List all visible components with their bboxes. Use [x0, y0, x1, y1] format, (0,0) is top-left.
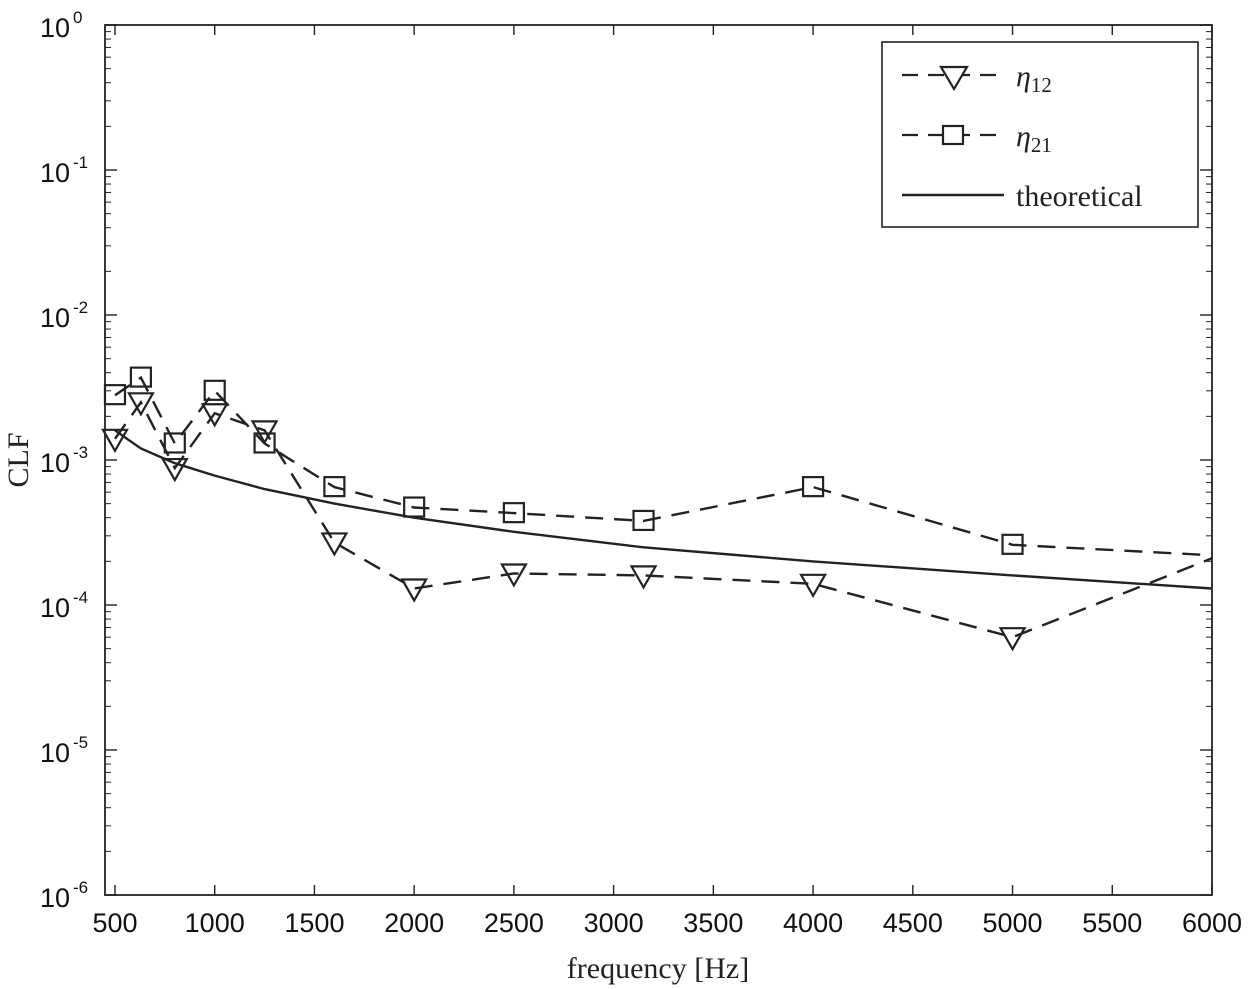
- marker-square-eta21: [129, 366, 153, 388]
- legend-item-theoretical: theoretical: [902, 180, 1143, 213]
- marker-square-eta21: [103, 384, 127, 406]
- marker-triangle-eta12: [499, 563, 528, 588]
- marker-square-eta21: [253, 432, 276, 454]
- y-tick-exponent: -2: [73, 298, 88, 317]
- marker-square-eta21: [323, 476, 346, 498]
- marker-square-eta21: [203, 379, 226, 401]
- y-tick-exponent: -5: [73, 733, 88, 752]
- x-tick-label: 6000: [1182, 908, 1242, 938]
- y-tick-exponent: -3: [73, 443, 88, 462]
- legend-label-theoretical: theoretical: [1016, 180, 1143, 213]
- x-tick-label: 5000: [983, 908, 1043, 938]
- y-axis-title: CLF: [2, 432, 35, 487]
- x-tick-label: 3500: [683, 908, 743, 938]
- y-tick-label: 10: [40, 738, 70, 768]
- marker-triangle-eta12: [799, 573, 827, 599]
- x-tick-label: 5500: [1082, 908, 1142, 938]
- marker-triangle-eta12: [250, 420, 279, 445]
- marker-square-eta21: [632, 509, 655, 532]
- legend: η12 η21 theoretical: [881, 41, 1199, 228]
- x-axis-title: frequency [Hz]: [567, 952, 749, 985]
- x-tick-label: 500: [92, 908, 137, 938]
- legend-marker-square: [941, 124, 965, 146]
- x-tick-label: 2000: [384, 908, 444, 938]
- marker-square-eta21: [502, 502, 525, 524]
- y-tick-exponent: -1: [73, 153, 88, 172]
- y-tick-exponent: -6: [73, 878, 88, 897]
- x-tick-label: 3000: [584, 908, 644, 938]
- legend-item-eta12: η12: [902, 60, 1052, 97]
- y-tick-exponent: 0: [73, 8, 82, 27]
- series-line-theoretical: [114, 429, 1213, 590]
- marker-triangle-eta12: [200, 403, 229, 428]
- legend-item-eta21: η21: [902, 120, 1052, 157]
- marker-triangle-eta12: [101, 428, 129, 454]
- x-tick-label: 1000: [185, 908, 245, 938]
- marker-square-eta21: [163, 432, 186, 454]
- x-tick-label: 4000: [783, 908, 843, 938]
- series-line-eta12: [114, 399, 1213, 639]
- marker-triangle-eta12: [160, 457, 189, 483]
- series-layer: [101, 366, 1213, 652]
- y-tick-label: 10: [40, 13, 70, 43]
- marker-square-eta21: [801, 476, 825, 498]
- legend-marker-triangle: [939, 65, 969, 92]
- marker-triangle-eta12: [320, 532, 349, 557]
- y-tick-label: 10: [40, 593, 70, 623]
- x-tick-label: 2500: [484, 908, 544, 938]
- ticks-layer: 500 1000 1500 2000 2500 3000 3500 4000 4500 5000 5…: [40, 8, 1242, 938]
- legend-label-eta21: η21: [1016, 120, 1052, 157]
- y-tick-label: 10: [40, 303, 70, 333]
- x-tick-label: 1500: [284, 908, 344, 938]
- y-tick-label: 10: [40, 158, 70, 188]
- legend-label-eta12: η12: [1016, 60, 1052, 97]
- y-tick-exponent: -4: [73, 588, 88, 607]
- marker-triangle-eta12: [629, 565, 658, 590]
- y-tick-label: 10: [40, 883, 70, 913]
- marker-triangle-eta12: [400, 578, 429, 603]
- y-tick-label: 10: [40, 448, 70, 478]
- marker-triangle-eta12: [127, 392, 155, 417]
- marker-square-eta21: [1001, 533, 1024, 555]
- x-tick-label: 4500: [883, 908, 943, 938]
- marker-triangle-eta12: [998, 627, 1027, 652]
